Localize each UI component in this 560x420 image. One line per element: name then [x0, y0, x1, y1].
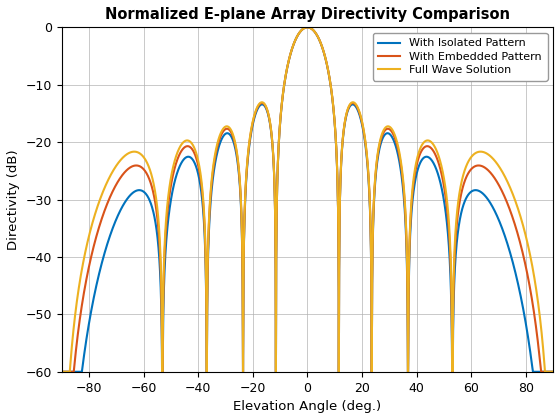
- Full Wave Solution: [550, 369, 557, 374]
- Full Wave Solution: [503, 177, 510, 182]
- With Isolated Pattern: [364, 163, 371, 168]
- Y-axis label: Directivity (dB): Directivity (dB): [7, 149, 20, 250]
- Full Wave Solution: [304, 25, 311, 30]
- Full Wave Solution: [195, 162, 202, 167]
- Full Wave Solution: [356, 108, 362, 113]
- Line: With Embedded Pattern: With Embedded Pattern: [62, 27, 553, 372]
- Full Wave Solution: [549, 369, 556, 374]
- With Embedded Pattern: [550, 369, 557, 374]
- With Isolated Pattern: [195, 175, 202, 180]
- Legend: With Isolated Pattern, With Embedded Pattern, Full Wave Solution: With Isolated Pattern, With Embedded Pat…: [372, 33, 548, 81]
- With Embedded Pattern: [304, 25, 311, 30]
- With Isolated Pattern: [304, 25, 311, 30]
- With Embedded Pattern: [58, 369, 65, 374]
- With Embedded Pattern: [164, 214, 170, 219]
- With Isolated Pattern: [503, 239, 510, 244]
- Full Wave Solution: [364, 159, 371, 164]
- Title: Normalized E-plane Array Directivity Comparison: Normalized E-plane Array Directivity Com…: [105, 7, 510, 22]
- With Isolated Pattern: [164, 230, 170, 235]
- Line: Full Wave Solution: Full Wave Solution: [62, 27, 553, 372]
- Full Wave Solution: [164, 206, 170, 211]
- With Embedded Pattern: [195, 166, 202, 171]
- With Isolated Pattern: [550, 369, 557, 374]
- Line: With Isolated Pattern: With Isolated Pattern: [62, 27, 553, 372]
- With Isolated Pattern: [356, 110, 362, 116]
- Full Wave Solution: [58, 369, 65, 374]
- With Embedded Pattern: [503, 199, 510, 204]
- With Embedded Pattern: [356, 109, 362, 114]
- With Embedded Pattern: [549, 369, 556, 374]
- With Isolated Pattern: [549, 369, 556, 374]
- With Isolated Pattern: [58, 369, 65, 374]
- With Embedded Pattern: [364, 161, 371, 166]
- X-axis label: Elevation Angle (deg.): Elevation Angle (deg.): [234, 400, 381, 413]
